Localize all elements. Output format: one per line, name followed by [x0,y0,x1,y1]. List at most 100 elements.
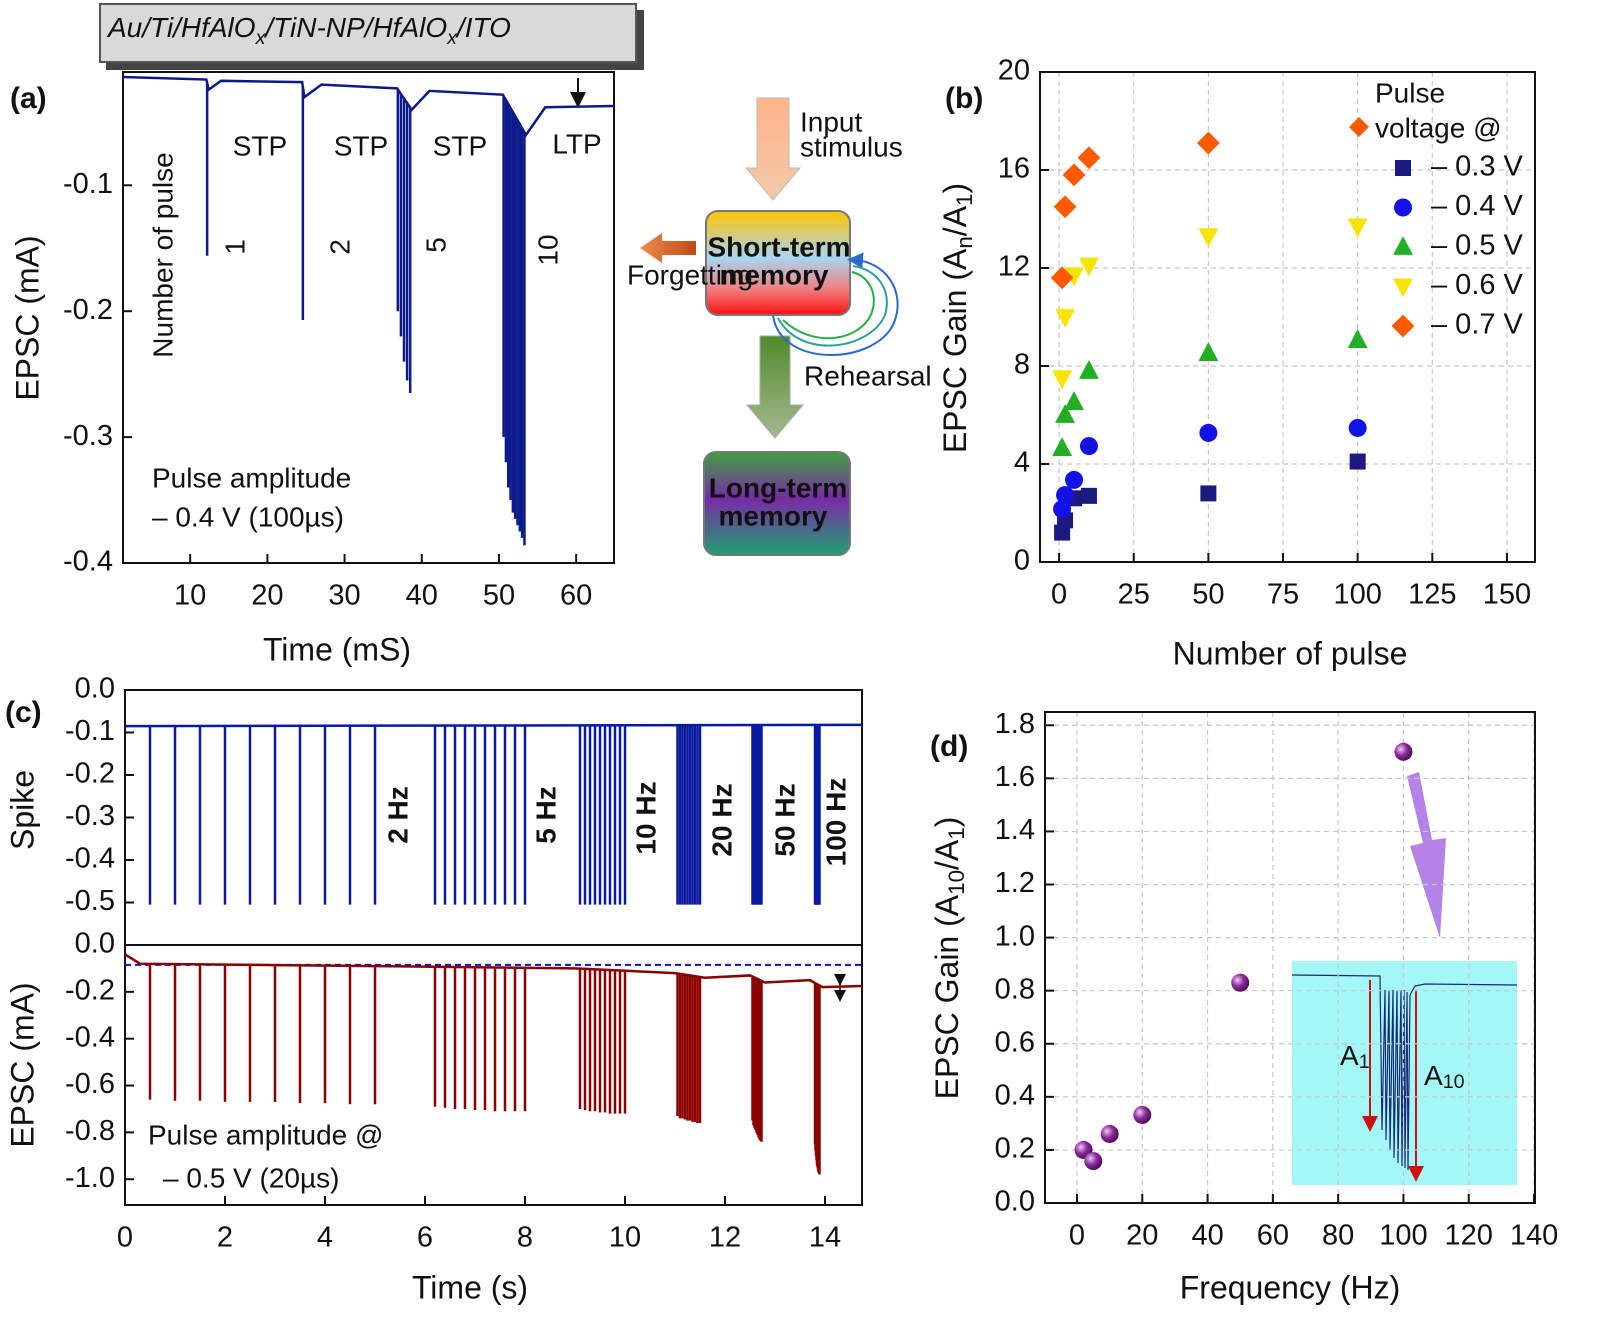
x-tick-label: 12 [709,1222,741,1254]
text-part: ) [937,183,973,194]
point [1065,470,1084,489]
x-tick-label: 8 [517,1222,533,1254]
point [1079,437,1098,456]
x-tick-label: 6 [417,1222,433,1254]
annotation: STP [433,130,487,161]
x-tick-label: 10 [609,1222,641,1254]
x-tick-label: 120 [1445,1220,1493,1252]
y-tick-label: 0.8 [995,973,1035,1005]
diagram-text: Long-term [709,472,847,503]
text-part: 10 [1443,1071,1465,1093]
forgetting-arrow [640,233,696,263]
point [1064,391,1084,410]
annotation: Pulse amplitude @ [148,1119,383,1150]
x-tick-label: 40 [1191,1220,1223,1252]
point [1393,278,1413,298]
baseline [124,723,863,728]
annotation: 2 [324,239,355,255]
point [1084,1152,1103,1171]
text-part: /A [929,839,965,870]
point [1349,453,1366,470]
y-tick-label: -0.1 [65,715,115,747]
y-tick-label: -0.4 [63,546,113,578]
x-tick-label: 14 [809,1222,841,1254]
rehearsal-arrow [777,265,888,347]
y-tick-label: 0.4 [995,1079,1035,1111]
legend-label: – 0.3 V [1431,151,1524,183]
x-axis-label: Number of pulse [1173,635,1408,671]
x-tick-label: 20 [251,580,283,612]
point [1198,342,1219,361]
y-axis-label: EPSC Gain (An/A1) [937,183,976,453]
x-tick-label: 75 [1267,579,1299,611]
x-tick-label: 0 [1051,579,1067,611]
x-tick-label: 150 [1483,579,1531,611]
point [1100,1124,1119,1143]
point [1052,370,1073,390]
trend-arrow [1407,772,1446,938]
y-tick-label: 0.0 [995,1186,1035,1218]
x-tick-label: 100 [1379,1220,1427,1252]
annotation: 5 [420,237,451,253]
annotation: 20 Hz [706,783,737,856]
baseline [124,953,863,989]
y-axis-label: EPSC Gain (A10/A1) [929,817,968,1100]
annotation: 10 Hz [630,781,661,854]
text-part: 10 [944,870,969,895]
text-part: Au/Ti/HfAlO [106,12,256,43]
legend-label: – 0.7 V [1431,309,1524,341]
text-part: A [1424,1060,1443,1091]
text-part: /A [937,205,973,236]
text-part: x [446,27,458,49]
x-tick-label: 0 [1069,1220,1085,1252]
y-tick-label: 0.0 [75,673,115,705]
text-part: /ITO [455,12,511,43]
x-tick-label: 50 [1192,579,1224,611]
diagram-text: stimulus [800,131,903,162]
annotation: Number of pulse [147,152,178,357]
text-part: /TiN-NP/HfAlO [263,12,447,43]
text-part: EPSC Gain (A [937,248,973,453]
annotation: 1 [219,239,250,255]
annotation: Pulse amplitude [152,462,351,493]
x-tick-label: 30 [328,580,360,612]
diagram-text: Rehearsal [804,360,932,391]
annotation: – 0.4 V (100µs) [152,501,344,532]
x-tick-label: 60 [1257,1220,1289,1252]
diagram-text: Input [800,106,862,137]
text-part: n [952,236,977,248]
point [1050,266,1074,290]
annotation: 10 [532,234,563,265]
x-tick-label: 20 [1126,1220,1158,1252]
y-tick-label: 1.8 [995,708,1035,740]
header-title: Au/Ti/HfAlOx/TiN-NP/HfAlOx/ITO [106,12,511,49]
plot-frame [124,944,863,1206]
y-tick-label: -1.0 [65,1162,115,1194]
point [1348,418,1367,437]
point [1079,359,1099,379]
panel-label: (d) [930,730,968,763]
point [1055,309,1075,328]
annotation: STP [233,130,287,161]
y-tick-label: 20 [998,55,1030,87]
y-tick-label: 0.2 [995,1133,1035,1165]
annotation: STP [334,130,388,161]
x-axis-label: Time (s) [412,1269,528,1305]
y-tick-label: -0.5 [65,885,115,917]
point [1053,195,1077,219]
legend-label: – 0.4 V [1431,190,1524,222]
point [1053,500,1072,519]
point [1347,218,1368,238]
y-tick-label: 1.0 [995,920,1035,952]
legend-label: – 0.6 V [1431,269,1524,301]
point [1054,524,1071,541]
point [1395,160,1411,176]
y-tick-label: 12 [998,251,1030,283]
x-tick-label: 140 [1510,1220,1558,1252]
x-tick-label: 125 [1408,579,1456,611]
point [1231,973,1250,992]
y-tick-label: 4 [1014,447,1030,479]
rehearsal-arrow [782,271,875,340]
x-axis-label: Frequency (Hz) [1180,1269,1401,1305]
